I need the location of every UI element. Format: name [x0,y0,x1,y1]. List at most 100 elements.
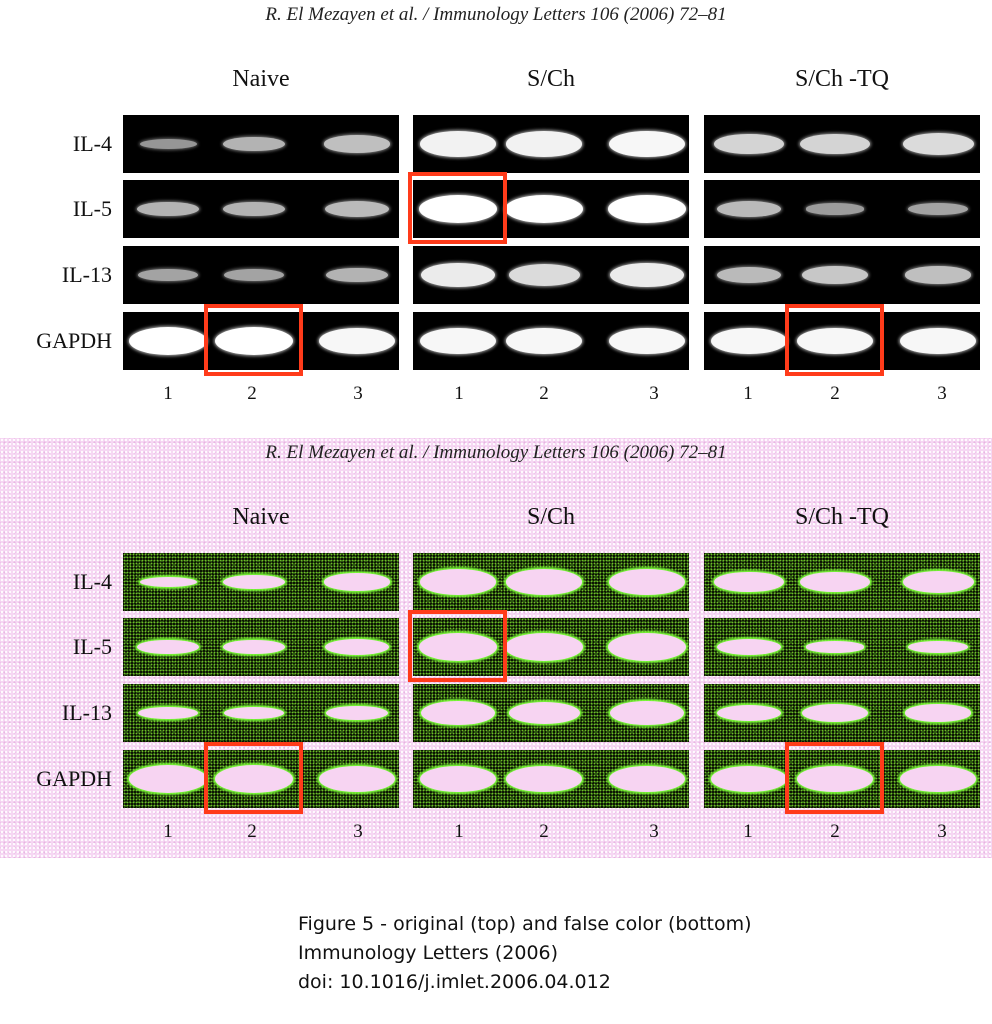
band-il-4-s-ch-tq-lane-3 [902,133,974,155]
group-label-s-ch-tq: S/Ch -TQ [794,504,889,530]
lane-number-s-ch-tq-2: 2 [830,821,840,842]
band-gapdh-s-ch-tq-lane-3 [899,327,977,355]
band-il-5-naive-lane-2 [222,639,286,655]
band-gapdh-s-ch-tq-lane-2 [796,327,874,355]
gel-il-5-naive [123,180,399,238]
row-label-il-13: IL-13 [61,700,112,725]
band-il-5-s-ch-tq-lane-2 [805,203,865,215]
band-il-13-naive-lane-2 [224,268,284,282]
row-label-il-4: IL-4 [72,569,112,594]
band-il-13-s-ch-lane-3 [610,700,684,726]
band-gapdh-s-ch-lane-3 [608,765,686,793]
band-il-5-naive-lane-3 [325,639,389,655]
band-il-4-s-ch-lane-2 [506,131,582,157]
lane-number-naive-1: 1 [163,383,173,404]
band-il-4-naive-lane-3 [324,573,390,591]
band-il-4-naive-lane-2 [222,574,286,590]
row-label-il-5: IL-5 [72,196,112,221]
band-gapdh-s-ch-tq-lane-3 [899,765,977,793]
gel-il-13-s-ch-tq [704,246,980,304]
band-il-4-naive-lane-1 [139,577,197,587]
band-il-13-s-ch-tq-lane-1 [717,267,781,283]
group-label-s-ch-tq: S/Ch -TQ [794,66,889,92]
group-label-s-ch: S/Ch [526,66,576,92]
highlight-box-gapdh-naive-lane-2 [204,304,303,376]
band-gapdh-naive-lane-1 [129,765,207,793]
gel-il-5-naive [123,618,399,676]
gel-il-5-s-ch-tq [704,180,980,238]
band-il-13-s-ch-tq-lane-2 [801,703,869,723]
gel-il-4-s-ch [413,115,689,173]
lane-number-naive-3: 3 [353,821,363,842]
band-il-4-s-ch-tq-lane-1 [714,571,784,593]
band-il-5-s-ch-tq-lane-2 [805,641,865,653]
band-il-13-naive-lane-1 [138,268,198,282]
band-gapdh-s-ch-lane-2 [505,765,583,793]
row-label-il-4: IL-4 [72,131,112,156]
row-label-gapdh: GAPDH [36,328,112,353]
band-gapdh-naive-lane-2 [215,327,293,355]
gel-il-5-s-ch-tq [704,618,980,676]
band-il-5-naive-lane-1 [136,639,200,655]
band-il-4-s-ch-lane-2 [506,569,582,595]
band-il-13-s-ch-lane-2 [508,702,580,724]
highlight-box-il-5-s-ch-lane-1 [408,172,507,244]
band-il-4-naive-lane-1 [139,139,197,149]
band-il-13-naive-lane-2 [224,706,284,720]
band-il-13-s-ch-lane-3 [610,262,684,288]
gel-il-13-s-ch [413,684,689,742]
band-il-5-s-ch-lane-2 [505,195,583,223]
gel-il-4-naive [123,553,399,611]
row-label-il-5: IL-5 [72,634,112,659]
lane-number-s-ch-1: 1 [454,383,464,404]
lane-number-s-ch-2: 2 [539,383,549,404]
gel-il-4-s-ch-tq [704,553,980,611]
band-il-13-s-ch-tq-lane-1 [717,705,781,721]
original-figure-panel: R. El Mezayen et al. / Immunology Letter… [0,0,992,420]
band-gapdh-naive-lane-3 [318,327,396,355]
band-il-4-s-ch-lane-3 [608,568,686,596]
band-il-4-s-ch-tq-lane-2 [800,571,870,593]
gel-il-13-s-ch-tq [704,684,980,742]
band-il-13-s-ch-lane-2 [508,264,580,286]
band-il-4-naive-lane-3 [324,135,390,153]
lane-number-naive-3: 3 [353,383,363,404]
band-il-5-s-ch-lane-3 [608,633,686,661]
band-il-5-s-ch-lane-1 [419,633,497,661]
gel-il-13-s-ch [413,246,689,304]
band-il-13-s-ch-tq-lane-3 [905,266,971,284]
journal-citation: R. El Mezayen et al. / Immunology Letter… [265,4,727,25]
lane-number-s-ch-tq-1: 1 [743,821,753,842]
group-label-s-ch: S/Ch [526,504,576,530]
band-il-5-s-ch-tq-lane-1 [717,201,781,217]
band-il-13-s-ch-tq-lane-2 [801,265,869,285]
gel-il-5-s-ch [413,618,689,676]
gel-il-13-naive [123,246,399,304]
gel-il-4-s-ch-tq [704,115,980,173]
band-gapdh-naive-lane-1 [129,327,207,355]
band-gapdh-s-ch-lane-1 [419,765,497,793]
caption-line-doi: doi: 10.1016/j.imlet.2006.04.012 [298,971,611,993]
band-il-13-naive-lane-3 [325,705,389,721]
band-gapdh-s-ch-tq-lane-2 [796,765,874,793]
highlight-box-gapdh-s-ch-tq-lane-2 [785,304,884,376]
band-il-13-s-ch-tq-lane-3 [905,704,971,722]
gel-il-4-naive [123,115,399,173]
gel-gapdh-s-ch [413,312,689,370]
false-color-figure-panel: R. El Mezayen et al. / Immunology Letter… [0,438,992,858]
group-label-naive: Naive [232,66,290,92]
band-gapdh-s-ch-tq-lane-1 [710,327,788,355]
band-il-5-s-ch-tq-lane-1 [717,639,781,655]
band-il-13-s-ch-lane-1 [421,700,495,726]
band-il-13-s-ch-lane-1 [421,262,495,288]
highlight-box-gapdh-s-ch-tq-lane-2 [785,742,884,814]
lane-number-naive-2: 2 [247,383,257,404]
band-gapdh-s-ch-lane-3 [608,327,686,355]
band-il-4-s-ch-tq-lane-2 [800,133,870,155]
band-il-5-s-ch-lane-1 [419,195,497,223]
lane-number-s-ch-tq-1: 1 [743,383,753,404]
band-il-4-s-ch-tq-lane-3 [902,571,974,593]
lane-number-s-ch-3: 3 [649,821,659,842]
band-il-5-s-ch-lane-3 [608,195,686,223]
band-gapdh-s-ch-lane-1 [419,327,497,355]
